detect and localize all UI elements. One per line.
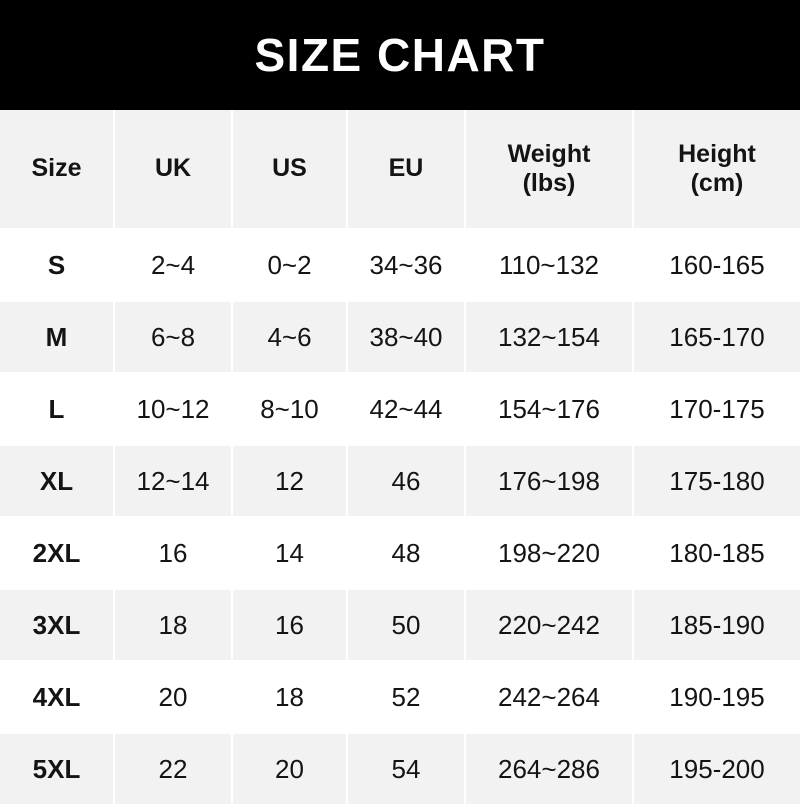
cell-size: XL [0,445,115,518]
cell-us: 18 [232,661,348,734]
cell-weight: 264~286 [465,733,634,804]
cell-size: L [0,373,115,446]
cell-us: 20 [232,733,348,804]
cell-uk: 16 [114,517,233,590]
cell-uk: 22 [114,733,233,804]
cell-uk: 20 [114,661,233,734]
cell-uk: 12~14 [114,445,233,518]
cell-size: 5XL [0,733,115,804]
cell-size: 2XL [0,517,115,590]
cell-weight: 132~154 [465,301,634,374]
column-header-eu-label: EU [388,154,424,183]
column-header-us-label: US [272,154,307,183]
column-header-size-label: Size [31,154,82,183]
table-body: S 2~4 0~2 34~36 110~132 160-165 M 6~8 4~… [0,229,800,804]
cell-us: 16 [232,589,348,662]
cell-us: 0~2 [232,229,348,302]
cell-uk: 18 [114,589,233,662]
table-row: S 2~4 0~2 34~36 110~132 160-165 [0,229,800,302]
table-row: 4XL 20 18 52 242~264 190-195 [0,661,800,734]
column-header-weight-unit: (lbs) [522,169,576,197]
cell-height: 160-165 [633,229,800,302]
cell-size: M [0,301,115,374]
cell-eu: 42~44 [347,373,466,446]
cell-weight: 198~220 [465,517,634,590]
cell-us: 14 [232,517,348,590]
header-row: Size UK US EU Weight (lbs) Height (cm) [0,110,800,230]
cell-size: 4XL [0,661,115,734]
cell-size: 3XL [0,589,115,662]
column-header-weight-label: Weight [507,139,591,168]
cell-height: 165-170 [633,301,800,374]
column-header-weight: Weight (lbs) [465,110,634,230]
column-header-height: Height (cm) [633,110,800,230]
page-title: SIZE CHART [254,29,546,81]
cell-height: 175-180 [633,445,800,518]
column-header-uk-label: UK [154,154,192,183]
cell-eu: 38~40 [347,301,466,374]
cell-height: 190-195 [633,661,800,734]
cell-weight: 176~198 [465,445,634,518]
cell-weight: 110~132 [465,229,634,302]
table-row: XL 12~14 12 46 176~198 175-180 [0,445,800,518]
table-header: Size UK US EU Weight (lbs) Height (cm) [0,110,800,230]
cell-height: 185-190 [633,589,800,662]
cell-weight: 242~264 [465,661,634,734]
cell-weight: 220~242 [465,589,634,662]
table-row: M 6~8 4~6 38~40 132~154 165-170 [0,301,800,374]
cell-us: 12 [232,445,348,518]
cell-eu: 50 [347,589,466,662]
cell-eu: 54 [347,733,466,804]
table-row: 5XL 22 20 54 264~286 195-200 [0,733,800,804]
cell-eu: 46 [347,445,466,518]
cell-height: 170-175 [633,373,800,446]
cell-us: 8~10 [232,373,348,446]
column-header-uk: UK [114,110,233,230]
cell-size: S [0,229,115,302]
title-banner: SIZE CHART [0,0,800,110]
cell-height: 180-185 [633,517,800,590]
size-chart-table: Size UK US EU Weight (lbs) Height (cm) [0,110,800,804]
cell-uk: 6~8 [114,301,233,374]
cell-weight: 154~176 [465,373,634,446]
cell-uk: 2~4 [114,229,233,302]
table-row: L 10~12 8~10 42~44 154~176 170-175 [0,373,800,446]
cell-height: 195-200 [633,733,800,804]
column-header-size: Size [0,110,115,230]
cell-eu: 48 [347,517,466,590]
cell-us: 4~6 [232,301,348,374]
column-header-height-unit: (cm) [690,169,744,197]
column-header-us: US [232,110,348,230]
table-row: 2XL 16 14 48 198~220 180-185 [0,517,800,590]
cell-uk: 10~12 [114,373,233,446]
table-row: 3XL 18 16 50 220~242 185-190 [0,589,800,662]
column-header-eu: EU [347,110,466,230]
cell-eu: 52 [347,661,466,734]
cell-eu: 34~36 [347,229,466,302]
column-header-height-label: Height [678,139,756,168]
